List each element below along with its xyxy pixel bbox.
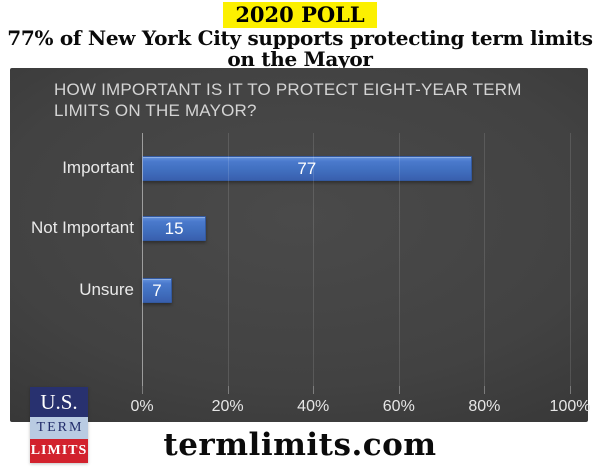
x-axis-tick-label: 80% <box>468 398 501 415</box>
category-label-unsure: Unsure <box>79 280 134 299</box>
us-term-limits-logo: U.S. TERM LIMITS <box>30 387 88 463</box>
axis-tick <box>313 386 315 394</box>
bar-unsure: 7 <box>142 278 172 303</box>
poll-year-badge: 2020 POLL <box>223 2 377 28</box>
x-axis-tick-label: 40% <box>297 398 330 415</box>
axis-tick <box>398 386 400 394</box>
plot-area: 77 15 7 0% 20% 40% 60% 80% 100% <box>130 133 590 415</box>
gridline <box>313 133 315 386</box>
headline-line1: 77% of New York City supports protecting… <box>7 26 593 50</box>
axis-tick <box>570 386 571 394</box>
logo-us-block: U.S. <box>30 387 88 417</box>
chart-title: HOW IMPORTANT IS IT TO PROTECT EIGHT-YEA… <box>54 80 522 120</box>
bar-not-important: 15 <box>142 216 207 241</box>
logo-term-block: TERM <box>30 417 88 439</box>
x-axis-tick-label: 20% <box>211 398 244 415</box>
axis-tick <box>142 386 143 394</box>
bar-important: 77 <box>142 156 472 181</box>
bar-value-label-important: 77 <box>297 158 317 178</box>
axis-tick <box>484 386 486 394</box>
gridline <box>570 133 571 386</box>
bar-value-label-not-important: 15 <box>164 218 184 238</box>
axis-tick <box>227 386 229 394</box>
x-axis-tick-label: 60% <box>382 398 415 415</box>
gridline <box>398 133 400 386</box>
x-axis-tick-label: 0% <box>130 398 154 415</box>
category-label-important: Important <box>62 158 134 177</box>
headline-line2: on the Mayor <box>227 47 373 71</box>
bar-chart: HOW IMPORTANT IS IT TO PROTECT EIGHT-YEA… <box>10 68 590 422</box>
logo-limits-block: LIMITS <box>30 439 88 463</box>
gridline <box>227 133 229 386</box>
category-label-not-important: Not Important <box>31 218 134 237</box>
x-axis-tick-label: 100% <box>549 398 591 415</box>
header: 2020 POLL 77% of New York City supports … <box>0 0 600 70</box>
category-axis-line <box>142 133 143 386</box>
bar-value-label-unsure: 7 <box>152 280 162 300</box>
website-url: termlimits.com <box>163 427 437 463</box>
badge-row: 2020 POLL <box>0 0 600 28</box>
gridline <box>484 133 486 386</box>
